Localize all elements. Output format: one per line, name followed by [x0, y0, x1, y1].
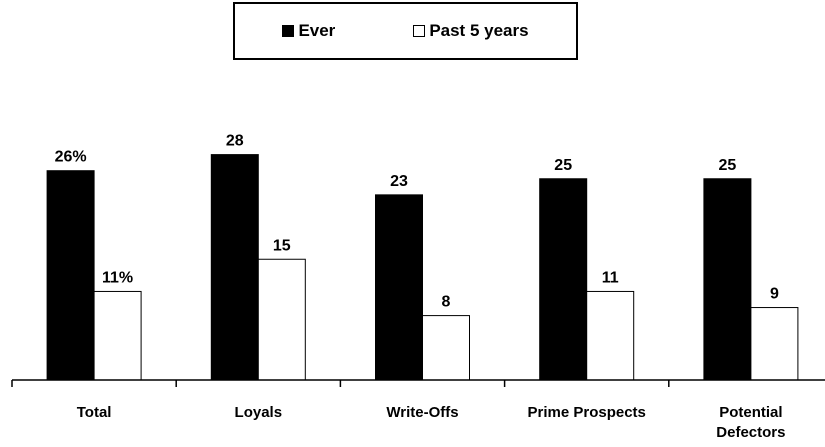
- data-label-past-5-years-1: 15: [273, 237, 291, 254]
- category-label-line: Defectors: [716, 424, 785, 441]
- legend-label-ever: Ever: [298, 21, 336, 40]
- bar-past-5-years-0: [93, 290, 142, 381]
- category-label-4: Potential Defectors: [716, 404, 785, 441]
- data-label-past-5-years-4: 9: [770, 286, 779, 303]
- bar-past-5-years-1: [257, 258, 306, 381]
- category-label-line: Loyals: [235, 404, 283, 421]
- data-label-past-5-years-2: 8: [442, 294, 451, 311]
- category-label-line: Potential: [719, 404, 782, 421]
- bar-past-5-years-3: [586, 290, 635, 381]
- bar-past-5-years-4: [750, 307, 799, 381]
- bar-ever-3: [539, 178, 588, 381]
- data-label-ever-4: 25: [719, 157, 737, 174]
- bar-ever-0: [46, 170, 95, 381]
- category-label-1: Loyals: [235, 404, 283, 421]
- data-label-past-5-years-0: 11%: [102, 269, 133, 286]
- category-label-line: Total: [77, 404, 112, 421]
- category-label-3: Prime Prospects: [528, 404, 646, 421]
- category-label-line: Prime Prospects: [528, 404, 646, 421]
- data-label-past-5-years-3: 11: [602, 269, 619, 286]
- legend-label-past-5-years: Past 5 years: [429, 21, 529, 40]
- data-label-ever-3: 25: [554, 157, 572, 174]
- bar-ever-4: [703, 178, 752, 381]
- data-label-ever-1: 28: [226, 133, 244, 150]
- bar-ever-1: [210, 154, 259, 381]
- category-label-line: Write-Offs: [386, 404, 458, 421]
- category-label-2: Write-Offs: [386, 404, 458, 421]
- bar-ever-2: [375, 194, 423, 381]
- bar-past-5-years-2: [422, 315, 470, 381]
- data-label-ever-2: 23: [390, 173, 408, 190]
- legend-swatch-past-5-years: [413, 25, 426, 37]
- legend: Ever Past 5 years: [233, 2, 578, 60]
- legend-swatch-ever: [282, 25, 295, 37]
- legend-item-past-5-years: Past 5 years: [413, 21, 529, 41]
- data-label-ever-0: 26%: [55, 149, 87, 166]
- legend-item-ever: Ever: [282, 21, 335, 41]
- category-label-0: Total: [77, 404, 112, 421]
